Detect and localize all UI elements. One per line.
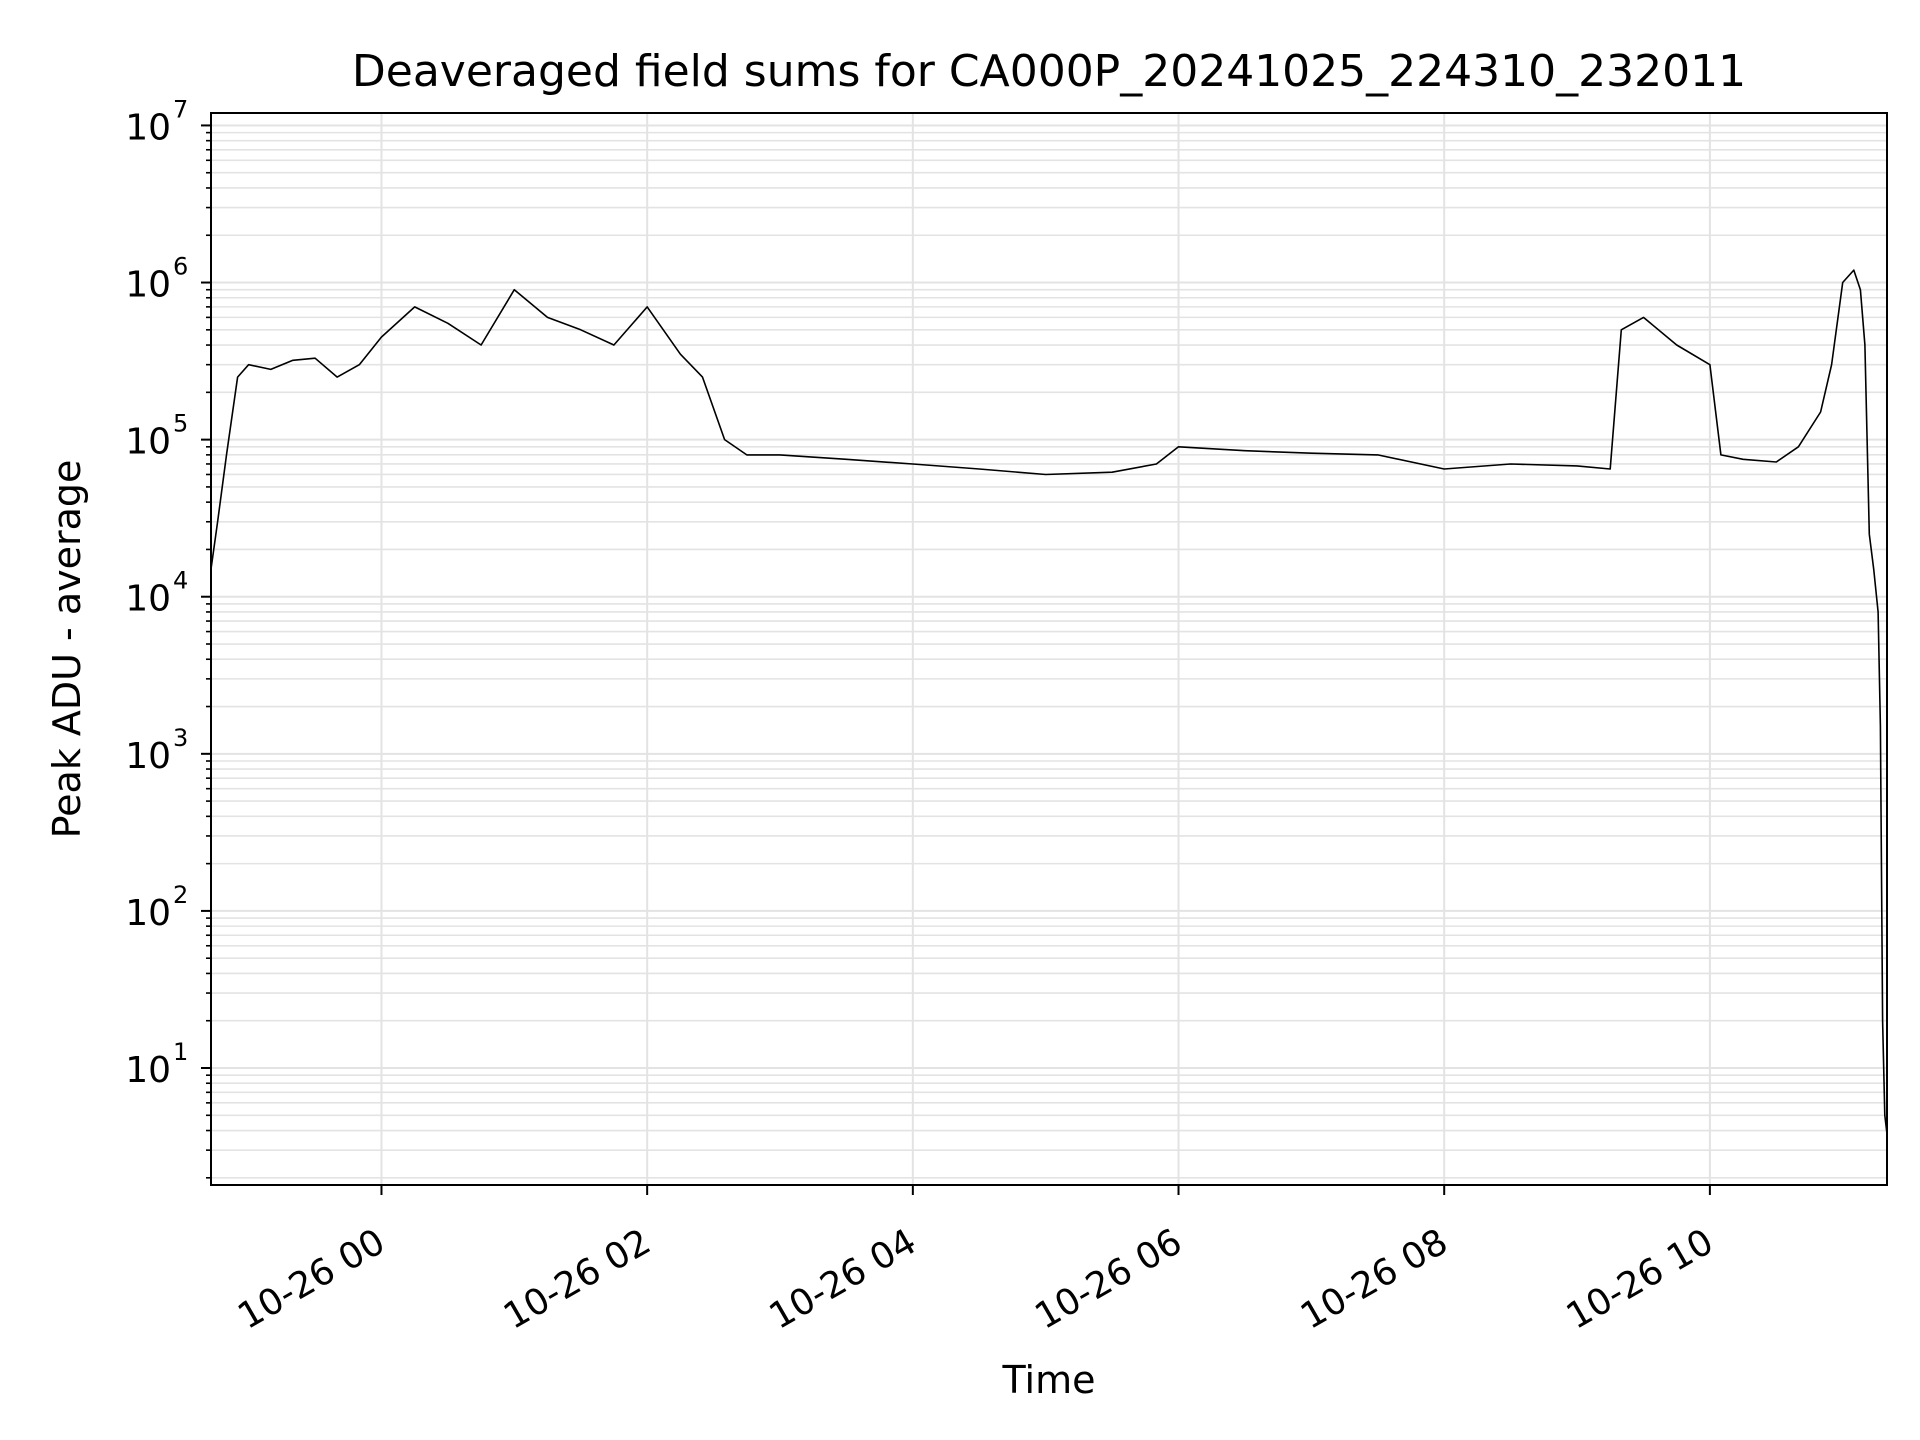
- data-line: [210, 269, 1888, 1135]
- x-axis-label: Time: [1002, 1358, 1096, 1402]
- y-axis-label: Peak ADU - average: [45, 460, 89, 839]
- y-tick-exponent: 4: [173, 567, 188, 595]
- y-tick-label: 10: [125, 736, 171, 777]
- y-tick-exponent: 7: [173, 95, 188, 123]
- y-tick-label: 10: [125, 1050, 171, 1091]
- y-tick-label: 10: [125, 579, 171, 620]
- y-tick-label: 10: [125, 107, 171, 148]
- chart-title: Deaveraged field sums for CA000P_2024102…: [352, 46, 1746, 97]
- y-tick-label: 10: [125, 893, 171, 934]
- y-tick-label: 10: [125, 265, 171, 306]
- y-tick-exponent: 3: [173, 724, 188, 752]
- y-tick-label: 10: [125, 422, 171, 463]
- y-tick-exponent: 2: [173, 881, 188, 909]
- y-tick-exponent: 5: [173, 410, 188, 438]
- y-tick-exponent: 6: [173, 253, 188, 281]
- plot-frame: [210, 112, 1888, 1186]
- grid-lines: [211, 113, 1887, 1185]
- data-series: [210, 269, 1888, 1135]
- y-tick-exponent: 1: [173, 1038, 188, 1066]
